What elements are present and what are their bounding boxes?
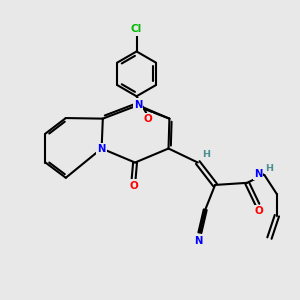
Text: Cl: Cl	[131, 24, 142, 34]
Text: O: O	[143, 114, 152, 124]
Text: H: H	[265, 164, 273, 173]
Text: N: N	[134, 100, 142, 110]
Text: N: N	[98, 144, 106, 154]
Text: N: N	[194, 236, 202, 246]
Text: H: H	[202, 150, 210, 159]
Text: N: N	[254, 169, 262, 179]
Text: O: O	[255, 206, 263, 216]
Text: O: O	[129, 181, 138, 190]
